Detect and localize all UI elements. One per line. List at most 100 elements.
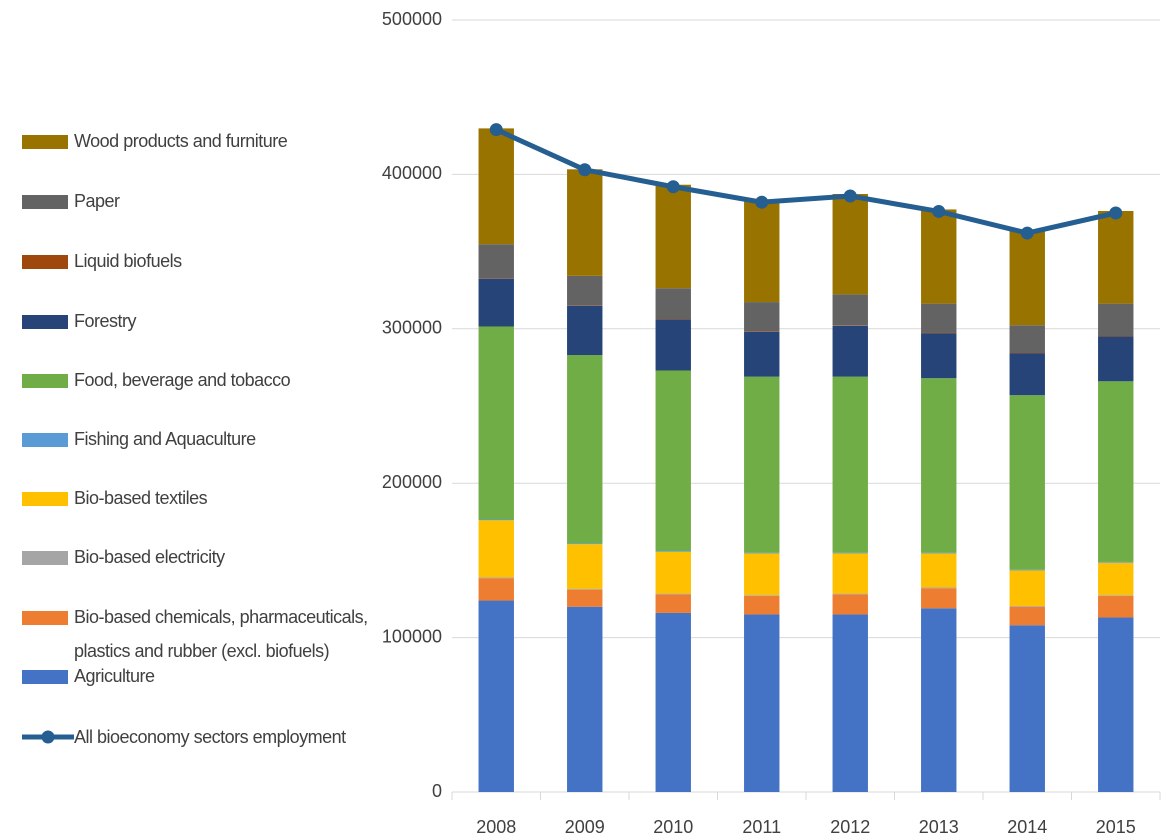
bar-segment	[1098, 595, 1134, 596]
bar-segment	[921, 608, 957, 792]
legend-marker	[41, 730, 55, 744]
bar-segment	[478, 600, 514, 792]
y-tick-label: 500000	[382, 9, 442, 29]
bar-segment	[1009, 569, 1045, 571]
bar-segment	[921, 378, 957, 553]
bar-segment	[1009, 570, 1045, 606]
legend-item: Bio-based chemicals, pharmaceuticals, pl…	[22, 607, 384, 668]
bar-segment	[478, 519, 514, 521]
legend-label: Bio-based electricity	[74, 547, 225, 567]
legend-label: Bio-based chemicals, pharmaceuticals, pl…	[74, 607, 368, 661]
bar-segment	[1009, 353, 1045, 396]
bar-segment	[744, 331, 780, 377]
x-tick-label: 2012	[830, 817, 870, 837]
bar-segment	[655, 288, 691, 320]
bar-segment	[744, 200, 780, 303]
legend-label: Forestry	[74, 311, 137, 331]
bar-segment	[921, 588, 957, 609]
x-tick-label: 2014	[1007, 817, 1047, 837]
bar-segment	[478, 326, 514, 520]
legend-swatch	[22, 195, 68, 209]
legend-item: Food, beverage and tobacco	[22, 370, 384, 397]
bar-segment	[567, 275, 603, 306]
bar-segment	[1009, 625, 1045, 792]
bar-segment	[1009, 606, 1045, 626]
bar-segment	[567, 169, 603, 276]
bar-segment	[478, 520, 514, 578]
bar-segment	[1098, 617, 1134, 792]
bar-segment	[1098, 381, 1134, 562]
bar-segment	[921, 552, 957, 554]
legend-swatch	[22, 492, 68, 506]
line-point	[666, 180, 680, 194]
legend-label: Wood products and furniture	[74, 131, 288, 151]
bar-segment	[744, 302, 780, 332]
bar-segment	[744, 595, 780, 615]
legend-swatch	[22, 551, 68, 565]
legend-item: Wood products and furniture	[22, 131, 384, 158]
bar-segment	[1098, 595, 1134, 618]
y-tick-label: 400000	[382, 163, 442, 183]
line-point	[1020, 226, 1034, 240]
bar-segment	[655, 370, 691, 552]
y-tick-label: 200000	[382, 472, 442, 492]
x-tick-label: 2009	[565, 817, 605, 837]
legend-swatch	[22, 374, 68, 388]
legend-label: Bio-based textiles	[74, 488, 208, 508]
bar-segment	[832, 194, 868, 295]
legend-label: Fishing and Aquaculture	[74, 429, 256, 449]
bar-segment	[567, 588, 603, 590]
legend-item: Forestry	[22, 311, 384, 338]
bar-segment	[832, 294, 868, 326]
line-point	[932, 204, 946, 218]
bar-segment	[567, 355, 603, 544]
legend-swatch	[22, 433, 68, 447]
bar-segment	[655, 319, 691, 371]
bar-segment	[567, 589, 603, 607]
bar-segment	[567, 305, 603, 356]
legend-label: Agriculture	[74, 666, 155, 686]
line-point	[843, 189, 857, 203]
bar-segment	[567, 543, 603, 545]
bar-segment	[832, 614, 868, 792]
line-point	[755, 195, 769, 209]
legend-label: Liquid biofuels	[74, 251, 182, 271]
line-point	[489, 123, 503, 137]
bar-segment	[478, 577, 514, 579]
legend-swatch	[22, 315, 68, 329]
bar-segment	[655, 594, 691, 613]
legend-item: Bio-based textiles	[22, 488, 384, 515]
line-point	[1109, 206, 1123, 220]
bar-segment	[567, 544, 603, 589]
legend-swatch	[22, 135, 68, 149]
bar-segment	[832, 553, 868, 594]
y-tick-label: 100000	[382, 626, 442, 646]
legend-swatch	[22, 730, 74, 744]
bar-segment	[744, 552, 780, 554]
legend-item: Paper	[22, 191, 384, 218]
bar-segment	[744, 376, 780, 553]
bar-segment	[744, 553, 780, 596]
legend-swatch	[22, 611, 68, 625]
legend-label: Paper	[74, 191, 120, 211]
bar-segment	[921, 587, 957, 589]
bar-segment	[921, 333, 957, 379]
x-tick-label: 2008	[476, 817, 516, 837]
bar-segment	[1009, 605, 1045, 607]
x-tick-label: 2011	[742, 817, 781, 837]
bar-segment	[1098, 303, 1134, 337]
bar-segment	[1098, 210, 1134, 304]
legend-item: Fishing and Aquaculture	[22, 429, 384, 456]
legend-swatch	[22, 255, 68, 269]
bar-segment	[832, 376, 868, 553]
y-tick-label: 0	[432, 781, 442, 801]
bar-segment	[655, 551, 691, 594]
bar-segment	[832, 325, 868, 377]
bar-segment	[1009, 395, 1045, 570]
bar-segment	[655, 593, 691, 595]
bar-segment	[478, 244, 514, 279]
legend-item: Liquid biofuels	[22, 251, 384, 278]
bar-segment	[921, 553, 957, 588]
